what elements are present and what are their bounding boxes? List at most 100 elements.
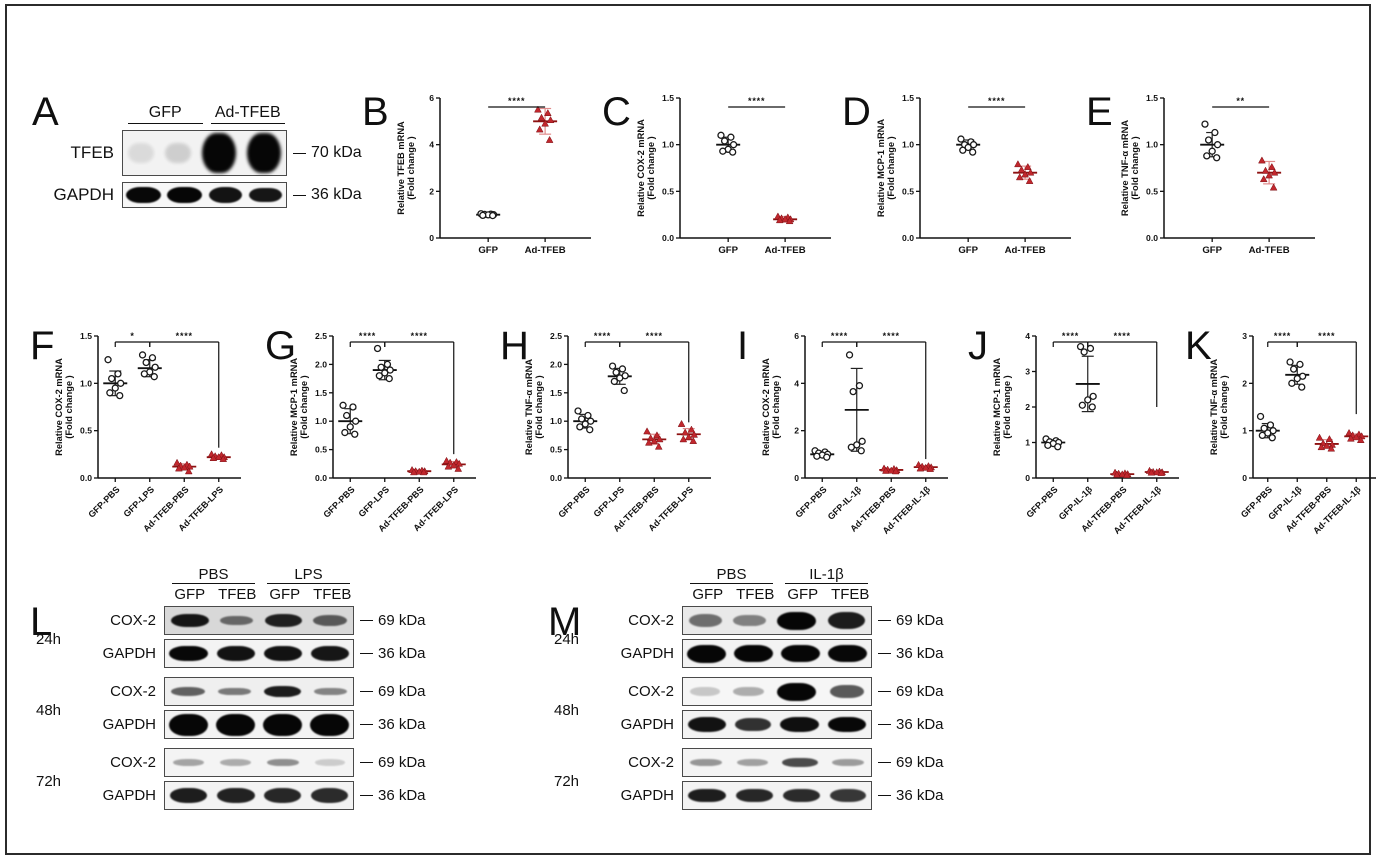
blot-row-label: COX-2 <box>628 754 674 771</box>
kda-label-wrap: 36 kDa <box>287 186 362 204</box>
kda-label: 69 kDa <box>896 612 944 629</box>
y-tick-label: 1.5 <box>662 93 674 103</box>
kda-label: 70 kDa <box>311 144 362 161</box>
data-point-triangle <box>689 436 698 444</box>
data-point-circle <box>857 447 865 455</box>
band <box>832 759 864 766</box>
data-point-circle <box>964 143 972 152</box>
kda-label: 69 kDa <box>378 683 426 700</box>
sig-label: **** <box>1318 331 1335 341</box>
band <box>310 646 349 661</box>
y-tick-label: 0.0 <box>315 473 327 483</box>
x-tick-label: GFP-PBS <box>321 484 356 519</box>
treatment-label: IL-1β <box>785 566 868 584</box>
data-point-triangle <box>1259 175 1268 183</box>
data-point-circle <box>969 148 977 156</box>
y-axis-label-line2: (Fold change ) <box>646 136 656 200</box>
y-tick-label: 3 <box>1242 331 1247 341</box>
time-block: 24h COX-2 69 kDa GAPDH 36 kDa <box>30 606 500 672</box>
y-axis-label-line2: (Fold change ) <box>534 375 544 439</box>
data-point-triangle <box>541 119 549 127</box>
lane-label: GFP <box>174 586 206 603</box>
kda-tick-line <box>878 620 891 621</box>
kda-label: 36 kDa <box>896 787 944 804</box>
time-block-rows: COX-2 69 kDa GAPDH 36 kDa <box>82 606 426 672</box>
y-axis-label-line1: Relative TFEB mRNA <box>396 121 406 215</box>
data-point-circle <box>1266 421 1275 429</box>
band <box>164 143 192 163</box>
y-tick-label: 4 <box>429 140 434 150</box>
data-point-circle <box>1044 441 1052 449</box>
data-point-triangle <box>882 466 890 474</box>
band <box>201 133 237 173</box>
sig-label: **** <box>646 331 663 341</box>
data-point-circle <box>1086 344 1095 353</box>
band <box>827 716 867 733</box>
band <box>311 788 349 803</box>
band <box>829 789 866 802</box>
data-point-triangle <box>654 442 663 450</box>
blot-box <box>164 606 354 635</box>
y-tick-label: 0.0 <box>80 473 92 483</box>
kda-tick-line <box>360 620 373 621</box>
time-label: 48h <box>554 701 580 719</box>
blot-row-label: COX-2 <box>628 612 674 629</box>
kda-label-wrap: 36 kDa <box>354 716 426 733</box>
x-tick-label: GFP-PBS <box>793 484 828 519</box>
lane-label: GFP <box>692 586 724 603</box>
lane-group-label: GFP <box>128 104 203 124</box>
y-tick-label: 0.5 <box>902 186 914 196</box>
x-tick-label: GFP-LPS <box>592 484 627 519</box>
data-point-circle <box>620 386 628 395</box>
kda-label: 69 kDa <box>378 612 426 629</box>
time-block: 72h COX-2 69 kDa GAPDH 36 kDa <box>548 748 1018 814</box>
y-tick-label: 3 <box>1025 367 1030 377</box>
kda-label-wrap: 69 kDa <box>354 612 426 629</box>
data-point-triangle <box>1347 434 1355 442</box>
y-tick-label: 1 <box>1242 426 1247 436</box>
blot-box <box>682 677 872 706</box>
data-point-triangle <box>775 216 784 224</box>
data-point-triangle <box>175 464 183 472</box>
data-point-circle <box>343 411 351 420</box>
data-point-triangle <box>1325 435 1334 443</box>
lane-label: GFP <box>787 586 819 603</box>
band <box>828 644 867 663</box>
y-axis-label-line1: Relative TNF-α mRNA <box>524 359 534 455</box>
scatter-plot-h: 0.0 0.5 1.0 1.5 2.0 2.5 Relative TNF-α mRNA (Fo… <box>524 331 711 534</box>
data-point-circle <box>957 135 965 143</box>
sig-label: **** <box>359 331 376 341</box>
data-point-triangle <box>545 135 554 143</box>
blot-row-label: COX-2 <box>110 754 156 771</box>
data-point-triangle <box>655 435 664 443</box>
x-tick-label: GFP-PBS <box>556 484 591 519</box>
band <box>829 684 865 699</box>
chart-panel-g: G 0.0 0.5 1.0 1.5 2.0 2.5 Relative MCP-1 mRNA (F… <box>265 320 479 555</box>
data-point-triangle <box>1026 168 1035 176</box>
y-axis-label-line1: Relative COX-2 mRNA <box>54 358 64 456</box>
data-point-circle <box>959 146 967 154</box>
treatment-header: PBS IL-1β <box>684 566 874 584</box>
figure-border <box>5 4 1371 855</box>
data-point-circle <box>729 148 737 156</box>
data-point-triangle <box>1258 156 1266 164</box>
y-tick-label: 0.5 <box>550 445 562 455</box>
band <box>734 644 774 663</box>
data-point-triangle <box>687 425 696 433</box>
data-point-circle <box>341 428 349 437</box>
y-tick-label: 1.0 <box>902 140 914 150</box>
data-point-circle <box>576 423 584 431</box>
y-tick-label: 0.5 <box>80 426 92 436</box>
band <box>687 716 726 733</box>
data-point-triangle <box>534 105 542 113</box>
blot-row-label: GAPDH <box>620 716 674 733</box>
band <box>777 611 817 630</box>
y-tick-label: 0.5 <box>662 186 674 196</box>
kda-label: 36 kDa <box>896 716 944 733</box>
y-tick-label: 2.5 <box>315 331 327 341</box>
data-point-circle <box>849 387 857 396</box>
sig-label: **** <box>988 96 1005 106</box>
data-point-triangle <box>684 432 693 440</box>
data-point-circle <box>386 366 394 374</box>
